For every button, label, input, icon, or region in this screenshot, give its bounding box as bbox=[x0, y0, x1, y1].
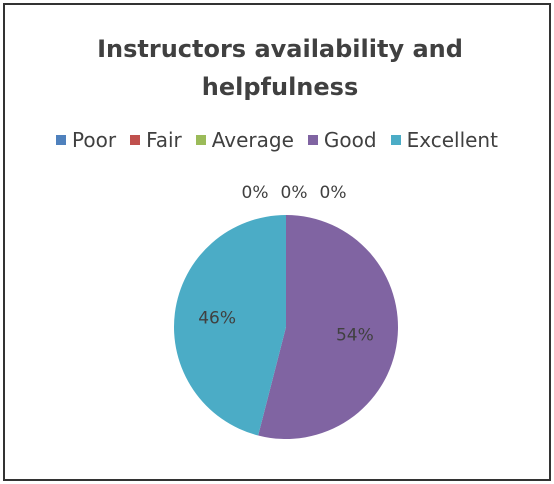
legend-swatch bbox=[56, 135, 67, 145]
legend-item: Average bbox=[195, 128, 294, 152]
legend-swatch bbox=[195, 135, 206, 145]
data-label: 0% bbox=[320, 183, 347, 203]
legend-item: Good bbox=[307, 128, 377, 152]
legend-swatch bbox=[307, 135, 318, 145]
data-label: 0% bbox=[242, 183, 269, 203]
legend-swatch bbox=[390, 135, 401, 145]
data-label: 54% bbox=[336, 326, 374, 346]
pie-slice bbox=[173, 215, 286, 436]
legend-label: Good bbox=[323, 128, 377, 152]
data-label: 46% bbox=[198, 308, 236, 328]
legend-label: Poor bbox=[72, 128, 117, 152]
legend-label: Excellent bbox=[406, 128, 498, 152]
legend: Poor Fair Average Good Excellent bbox=[0, 128, 554, 152]
legend-label: Average bbox=[211, 128, 294, 152]
chart-title: Instructors availability and helpfulness bbox=[97, 35, 463, 101]
legend-item: Excellent bbox=[390, 128, 498, 152]
legend-label: Fair bbox=[146, 128, 182, 152]
data-label: 0% bbox=[281, 183, 308, 203]
legend-item: Poor bbox=[56, 128, 116, 152]
legend-swatch bbox=[130, 135, 141, 145]
legend-item: Fair bbox=[130, 128, 182, 152]
pie-slice bbox=[258, 215, 398, 439]
